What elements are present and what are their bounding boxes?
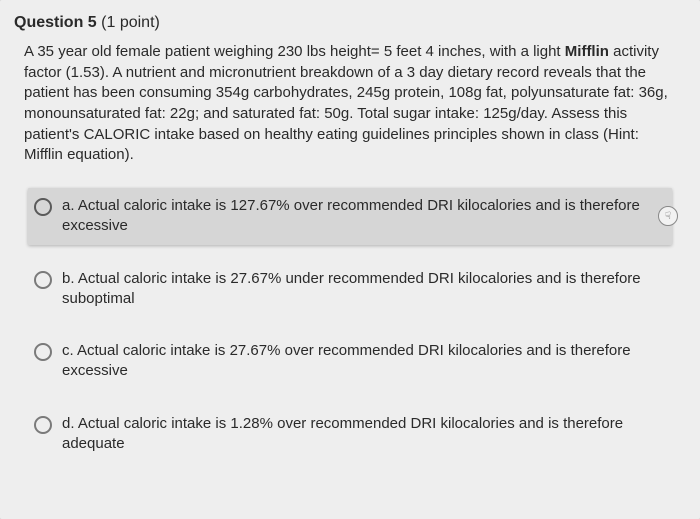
- option-c[interactable]: c. Actual caloric intake is 27.67% over …: [28, 333, 672, 390]
- option-b[interactable]: b. Actual caloric intake is 27.67% under…: [28, 261, 672, 318]
- question-number: Question 5: [14, 14, 97, 31]
- radio-icon[interactable]: [34, 416, 52, 434]
- pointer-cursor-icon: ☟: [658, 206, 678, 226]
- question-header: Question 5 (1 point): [14, 14, 682, 32]
- question-body: A 35 year old female patient weighing 23…: [24, 42, 676, 166]
- question-body-text-2: activity factor (1.53). A nutrient and m…: [24, 43, 668, 163]
- question-body-text-1: A 35 year old female patient weighing 23…: [24, 43, 565, 60]
- option-a-text: a. Actual caloric intake is 127.67% over…: [62, 196, 664, 237]
- options-list: a. Actual caloric intake is 127.67% over…: [28, 188, 672, 462]
- option-a[interactable]: a. Actual caloric intake is 127.67% over…: [28, 188, 672, 245]
- option-b-text: b. Actual caloric intake is 27.67% under…: [62, 269, 664, 310]
- question-points: (1 point): [101, 14, 160, 31]
- option-d[interactable]: d. Actual caloric intake is 1.28% over r…: [28, 406, 672, 463]
- option-d-text: d. Actual caloric intake is 1.28% over r…: [62, 414, 664, 455]
- question-body-bold-1: Mifflin: [565, 43, 609, 60]
- question-card: Question 5 (1 point) A 35 year old femal…: [0, 0, 700, 519]
- radio-icon[interactable]: [34, 271, 52, 289]
- radio-icon[interactable]: [34, 343, 52, 361]
- option-c-text: c. Actual caloric intake is 27.67% over …: [62, 341, 664, 382]
- radio-icon[interactable]: [34, 198, 52, 216]
